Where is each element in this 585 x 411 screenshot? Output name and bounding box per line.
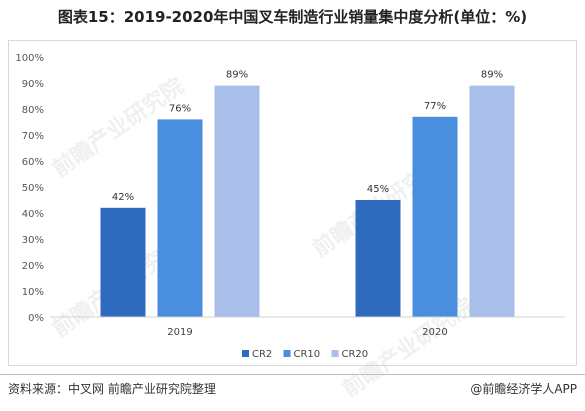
chart-title: 图表15：2019-2020年中国叉车制造行业销量集中度分析(单位：%) <box>57 8 528 26</box>
data-label-cr20-2020: 89% <box>481 70 503 81</box>
y-tick-label: 50% <box>22 183 44 194</box>
data-label-cr2-2019: 42% <box>112 192 134 203</box>
data-label-cr10-2019: 76% <box>169 103 191 114</box>
y-tick-label: 20% <box>22 261 44 272</box>
legend-label-cr2: CR2 <box>252 349 272 360</box>
y-tick-label: 0% <box>28 313 44 324</box>
plot-frame <box>8 40 577 366</box>
legend-label-cr20: CR20 <box>342 349 369 360</box>
y-tick-label: 30% <box>22 235 44 246</box>
x-tick-label: 2020 <box>422 327 447 338</box>
data-label-cr10-2020: 77% <box>424 101 446 112</box>
legend-swatch-cr10 <box>283 350 291 357</box>
y-tick-label: 70% <box>22 131 44 142</box>
bars <box>100 85 515 318</box>
bar-cr20-2019 <box>214 85 260 317</box>
y-tick-label: 90% <box>22 79 44 90</box>
footer-divider <box>0 374 585 375</box>
bar-cr10-2020 <box>412 116 458 317</box>
source-note: 资料来源：中叉网 前瞻产业研究院整理 <box>8 382 216 396</box>
y-tick-label: 10% <box>22 287 44 298</box>
legend-label-cr10: CR10 <box>294 349 321 360</box>
bar-cr20-2020 <box>469 85 515 317</box>
bar-cr2-2019 <box>100 207 146 317</box>
data-label-cr2-2020: 45% <box>367 184 389 195</box>
x-axis: 2019 2020 <box>50 316 565 338</box>
bar-cr10-2019 <box>157 119 203 318</box>
data-labels: 42% 76% 89% 45% 77% 89% <box>112 70 503 203</box>
legend: CR2 CR10 CR20 <box>242 349 368 360</box>
legend-swatch-cr2 <box>242 350 249 357</box>
x-tick-label: 2019 <box>167 327 192 338</box>
bar-cr2-2020 <box>355 200 401 317</box>
legend-swatch-cr20 <box>331 350 339 357</box>
y-tick-label: 40% <box>22 209 44 220</box>
y-tick-label: 60% <box>22 157 44 168</box>
data-label-cr20-2019: 89% <box>226 70 248 81</box>
brand-credit: @前瞻经济学人APP <box>470 382 577 396</box>
y-tick-label: 80% <box>22 105 44 116</box>
y-tick-label: 100% <box>15 53 44 64</box>
y-axis: 0% 10% 20% 30% 40% 50% 60% 70% 80% 90% 100% <box>15 53 44 324</box>
